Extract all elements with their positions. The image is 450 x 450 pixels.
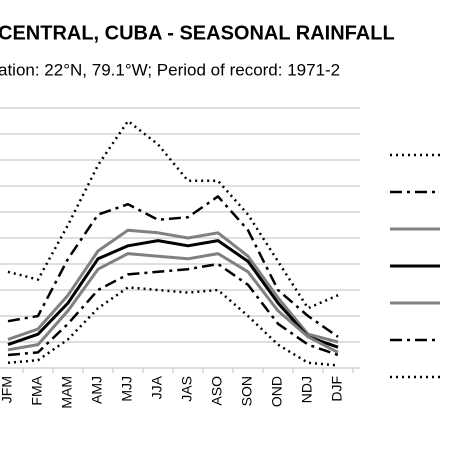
x-tick-label: JFM [0, 376, 15, 403]
x-tick-label: AMJ [89, 376, 105, 404]
chart-title: CENTRAL, CUBA - SEASONAL RAINFALL [0, 22, 395, 44]
series-line [7, 119, 339, 310]
x-tick-label: MJJ [119, 376, 135, 402]
series-line [7, 252, 339, 354]
series-line [7, 228, 339, 344]
series-line [7, 286, 339, 367]
series-line [7, 262, 339, 357]
x-tick-label: OND [269, 376, 285, 407]
x-tick-label: FMA [29, 375, 45, 405]
chart-subtitle: ation: 22°N, 79.1°W; Period of record: 1… [0, 60, 340, 79]
x-tick-label: MAM [59, 376, 75, 409]
x-tick-label: SON [239, 376, 255, 406]
x-tick-label: JAS [179, 376, 195, 402]
x-tick-label: JJA [149, 375, 165, 399]
series-line [7, 239, 339, 349]
x-tick-label: NDJ [299, 376, 315, 403]
x-tick-label: DJF [329, 376, 345, 402]
series-line [7, 195, 339, 338]
x-tick-label: ASO [209, 376, 225, 406]
